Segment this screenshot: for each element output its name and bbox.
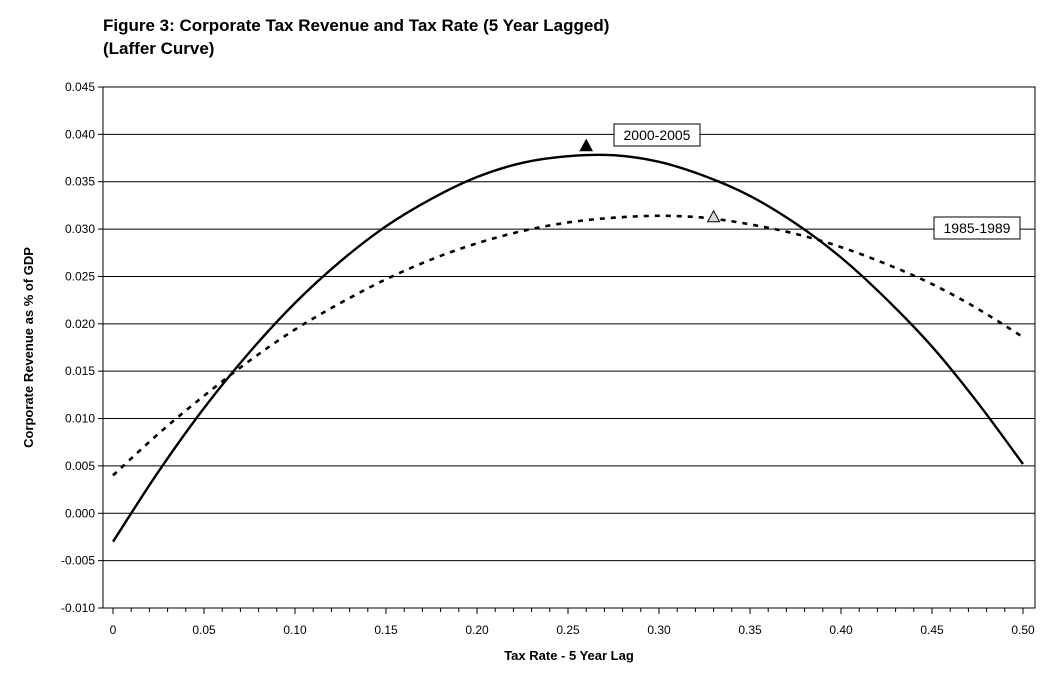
peak-marker-1985-1989 bbox=[706, 209, 721, 223]
series-label-2000-2005-group: 2000-2005 bbox=[613, 123, 701, 147]
x-tick-label: 0.40 bbox=[829, 623, 853, 637]
series-label-1985-1989-group: 1985-1989 bbox=[933, 216, 1021, 240]
series-label-1985-1989-box bbox=[933, 216, 1021, 240]
x-tick-label: 0.35 bbox=[738, 623, 762, 637]
y-tick-label: 0.045 bbox=[65, 80, 95, 94]
x-tick-label: 0.10 bbox=[283, 623, 307, 637]
y-tick-label: 0.035 bbox=[65, 175, 95, 189]
y-tick-label: 0.005 bbox=[65, 459, 95, 473]
y-tick-label: 0.015 bbox=[65, 364, 95, 378]
y-tick-label: 0.040 bbox=[65, 127, 95, 141]
series-label-2000-2005: 2000-2005 bbox=[624, 127, 691, 143]
series-label-1985-1989: 1985-1989 bbox=[944, 220, 1011, 236]
series-line-2000-2005 bbox=[111, 153, 1024, 543]
x-tick-label: 0.15 bbox=[374, 623, 398, 637]
y-tick-label: -0.005 bbox=[61, 554, 95, 568]
x-tick-label: 0.25 bbox=[556, 623, 580, 637]
x-tick-label: 0 bbox=[110, 623, 117, 637]
series-line-1985-1989 bbox=[112, 214, 1024, 477]
x-tick-label: 0.05 bbox=[192, 623, 216, 637]
y-tick-label: 0.010 bbox=[65, 412, 95, 426]
x-axis-label: Tax Rate - 5 Year Lag bbox=[504, 648, 634, 663]
chart-title: Figure 3: Corporate Tax Revenue and Tax … bbox=[103, 16, 610, 35]
x-tick-label: 0.45 bbox=[920, 623, 944, 637]
chart-title-block: Figure 3: Corporate Tax Revenue and Tax … bbox=[103, 14, 609, 60]
peak-marker-2000-2005 bbox=[579, 138, 594, 152]
x-tick-label: 0.50 bbox=[1011, 623, 1035, 637]
chart-subtitle: (Laffer Curve) bbox=[103, 39, 215, 58]
y-tick-label: 0.030 bbox=[65, 222, 95, 236]
x-tick-label: 0.30 bbox=[647, 623, 671, 637]
y-tick-label: 0.025 bbox=[65, 269, 95, 283]
y-tick-label: 0.020 bbox=[65, 317, 95, 331]
y-tick-label: -0.010 bbox=[61, 601, 95, 615]
y-tick-label: 0.000 bbox=[65, 506, 95, 520]
x-tick-label: 0.20 bbox=[465, 623, 489, 637]
y-axis-label: Corporate Revenue as % of GDP bbox=[21, 247, 36, 448]
plot-area bbox=[102, 86, 1036, 609]
series-label-2000-2005-box bbox=[613, 123, 701, 147]
